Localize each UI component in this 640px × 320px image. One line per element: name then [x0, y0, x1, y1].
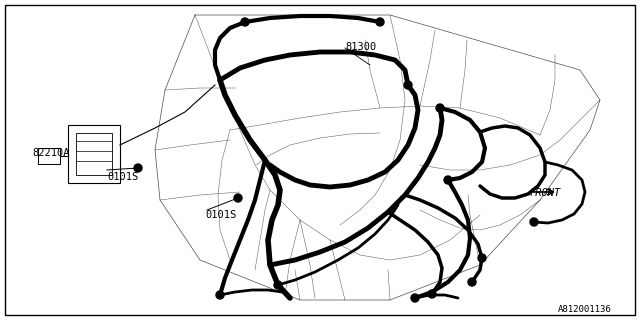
Text: 82210A: 82210A [32, 148, 70, 158]
Circle shape [376, 18, 384, 26]
Circle shape [444, 176, 452, 184]
Circle shape [404, 81, 412, 89]
Circle shape [216, 291, 224, 299]
Bar [38, 148, 60, 164]
Text: 0101S: 0101S [107, 172, 138, 182]
Circle shape [428, 290, 436, 298]
Text: A812001136: A812001136 [558, 305, 612, 314]
Circle shape [134, 164, 142, 172]
Bar [68, 125, 120, 183]
Circle shape [241, 18, 249, 26]
Circle shape [234, 194, 242, 202]
Circle shape [436, 104, 444, 112]
Circle shape [274, 281, 282, 289]
Text: FRONT: FRONT [530, 188, 561, 198]
Circle shape [478, 254, 486, 262]
Bar [76, 133, 112, 175]
Circle shape [411, 294, 419, 302]
Text: 81300: 81300 [345, 42, 376, 52]
Text: 0101S: 0101S [205, 210, 236, 220]
Circle shape [530, 218, 538, 226]
Circle shape [468, 278, 476, 286]
